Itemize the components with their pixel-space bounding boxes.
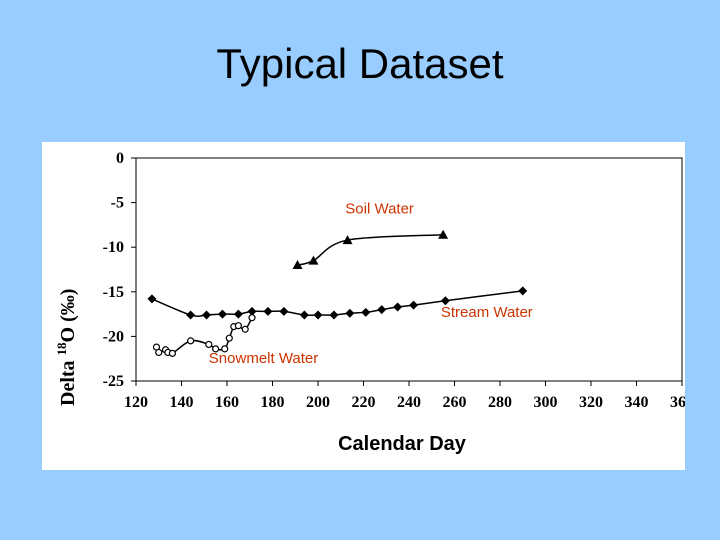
data-point-snowmelt-water <box>248 314 256 322</box>
data-point-snowmelt-water <box>155 348 163 357</box>
x-tick-label: 340 <box>625 394 649 411</box>
y-tick-label: -5 <box>111 195 124 212</box>
data-point-stream-water <box>263 306 273 316</box>
data-point-stream-water <box>186 310 196 320</box>
data-point-stream-water <box>217 309 227 319</box>
slide-title: Typical Dataset <box>216 40 504 87</box>
series-layer <box>147 229 528 357</box>
data-point-stream-water <box>518 286 528 296</box>
data-point-snowmelt-water <box>187 337 195 345</box>
data-point-soil-water <box>292 260 303 270</box>
data-point-soil-water <box>342 235 353 245</box>
y-axis-title-suffix: O (‰) <box>57 289 79 343</box>
line-chart: 0 -5 -10 -15 -20 -25 120 140 160 180 200 220 240 260… <box>54 150 685 455</box>
data-point-snowmelt-water <box>234 322 242 330</box>
y-tick-label: -15 <box>103 284 124 301</box>
x-tick-label: 180 <box>261 394 285 411</box>
data-point-stream-water <box>440 296 450 306</box>
x-tick-label: 260 <box>443 394 467 411</box>
x-tick-label: 280 <box>488 394 512 411</box>
data-point-snowmelt-water <box>221 345 229 353</box>
data-point-stream-water <box>361 307 371 317</box>
data-point-stream-water <box>329 310 339 320</box>
annotation-layer: Soil Water Stream Water Snowmelt Water <box>209 200 533 367</box>
y-axis-title-superscript: 18 <box>54 342 69 356</box>
x-tick-label: 360 <box>670 394 685 411</box>
data-point-stream-water <box>279 306 289 316</box>
x-axis-title: Calendar Day <box>338 433 467 455</box>
y-axis-ticks: 0 -5 -10 -15 -20 -25 <box>103 150 136 390</box>
series-label-stream-water: Stream Water <box>441 304 533 321</box>
x-tick-label: 220 <box>352 394 376 411</box>
series-label-snowmelt-water: Snowmelt Water <box>209 350 318 367</box>
data-point-snowmelt-water <box>212 345 220 353</box>
data-point-soil-water <box>438 229 449 239</box>
x-axis-ticks: 120 140 160 180 200 220 240 260 280 300 320 340 360 <box>124 381 685 411</box>
data-point-snowmelt-water <box>168 349 176 357</box>
data-point-soil-water <box>308 255 319 265</box>
data-point-stream-water <box>393 302 403 312</box>
y-axis-title: Delta 18O (‰) <box>54 289 79 406</box>
series-label-soil-water: Soil Water <box>345 200 414 217</box>
data-point-stream-water <box>299 310 309 320</box>
x-tick-label: 200 <box>306 394 330 411</box>
data-point-stream-water <box>313 310 323 320</box>
y-tick-label: -10 <box>103 239 124 256</box>
data-point-stream-water <box>377 305 387 315</box>
data-point-snowmelt-water <box>241 325 249 333</box>
data-point-snowmelt-water <box>225 334 233 342</box>
data-point-stream-water <box>247 306 257 316</box>
y-tick-label: -25 <box>103 373 124 390</box>
series-line-soil-water <box>297 233 444 266</box>
x-tick-label: 160 <box>215 394 239 411</box>
data-point-stream-water <box>409 300 419 310</box>
y-tick-label: -20 <box>103 328 124 345</box>
data-point-snowmelt-water <box>205 340 213 349</box>
x-tick-label: 140 <box>170 394 194 411</box>
x-tick-label: 120 <box>124 394 148 411</box>
x-tick-label: 320 <box>579 394 603 411</box>
data-point-stream-water <box>233 309 243 319</box>
chart-panel: 0 -5 -10 -15 -20 -25 120 140 160 180 200 220 240 260… <box>42 142 685 470</box>
data-point-stream-water <box>345 308 355 318</box>
y-axis-title-prefix: Delta <box>57 355 79 406</box>
x-tick-label: 240 <box>397 394 421 411</box>
data-point-stream-water <box>202 310 212 320</box>
x-tick-label: 300 <box>534 394 558 411</box>
y-tick-label: 0 <box>116 150 124 167</box>
data-point-stream-water <box>147 294 157 304</box>
